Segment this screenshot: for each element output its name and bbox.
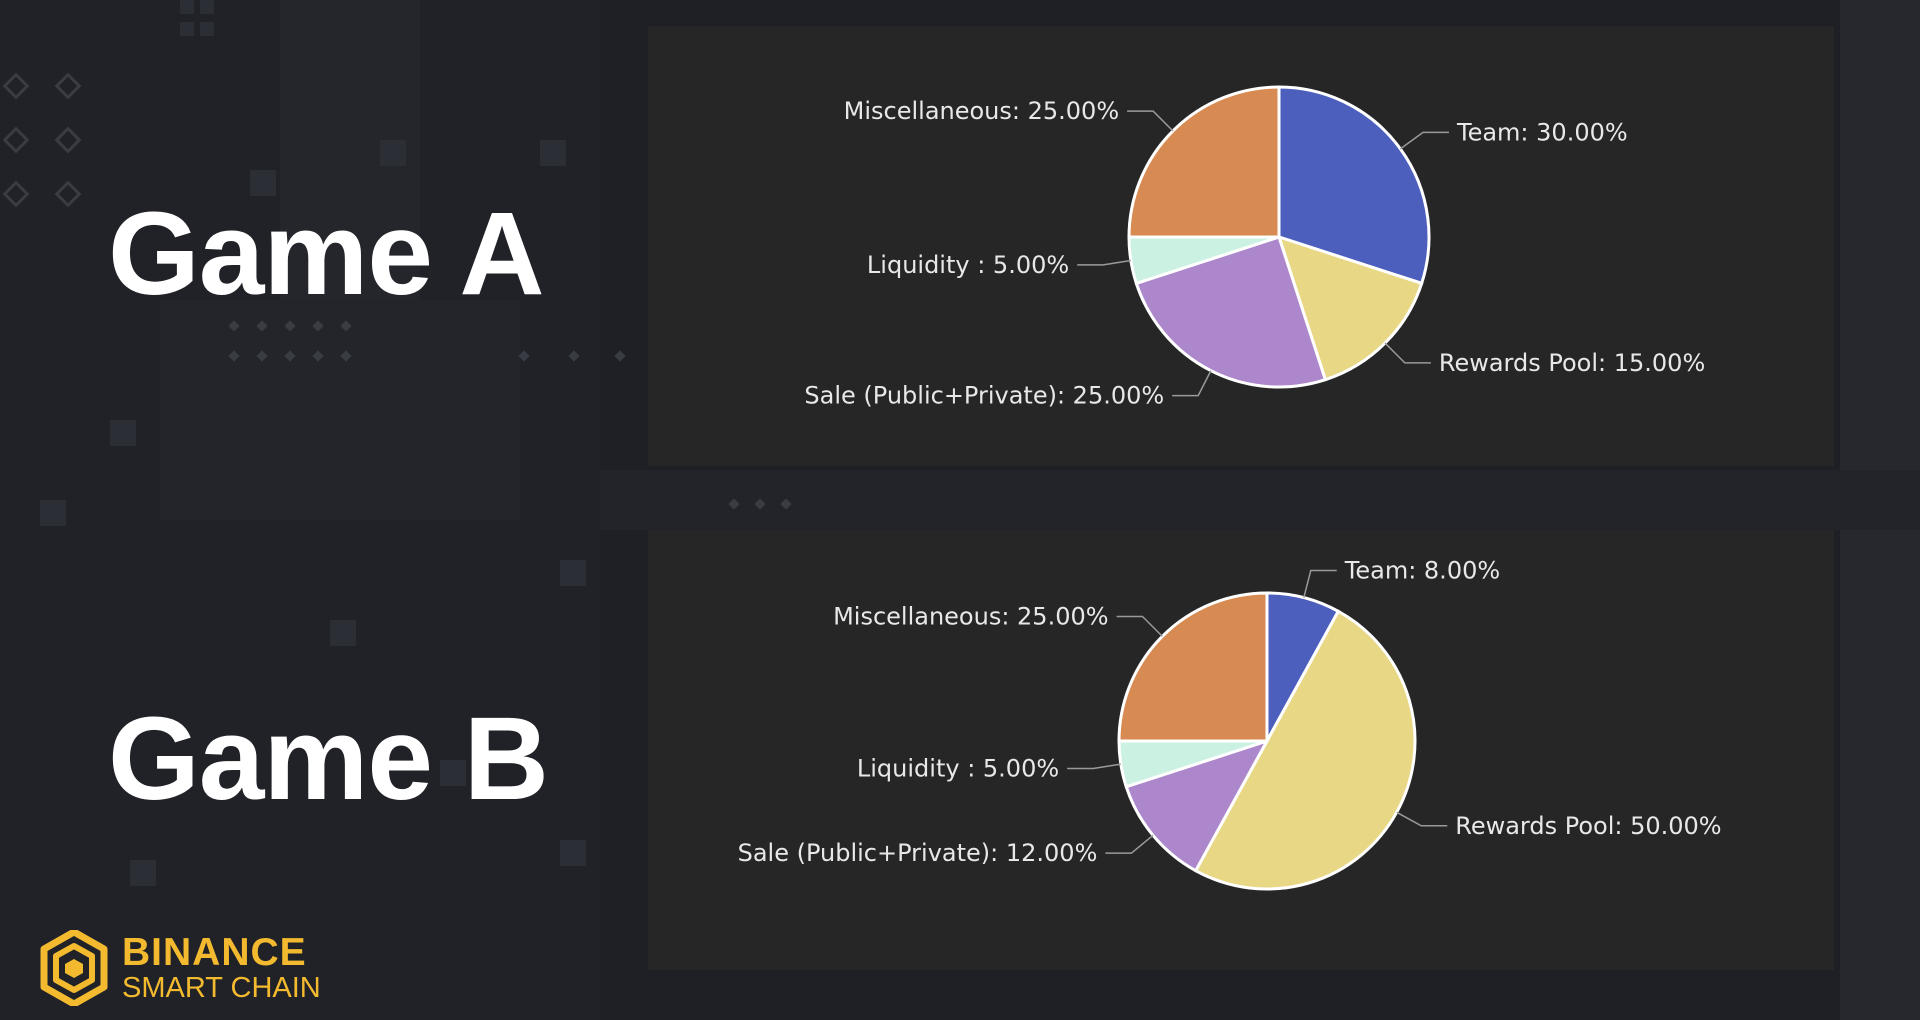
game-b-slice-sale-public-private-leader-line (1105, 834, 1154, 854)
game-b-slice-sale-public-private (1124, 738, 1271, 873)
game-a-slice-team-label: Team: 30.00% (1456, 118, 1628, 146)
game-a-pie-chart: Team: 30.00% Rewards Pool: 15.00% Sale (Pu… (804, 85, 1705, 410)
game-b-slice-miscellaneous-label: Miscellaneous: 25.00% (833, 603, 1108, 631)
game-b-slice-team-leader-line (1303, 569, 1337, 598)
game-a-title: Game A (108, 188, 545, 320)
game-a-slice-sale-public-private-leader-line (1172, 370, 1212, 397)
binance-logo-icon (40, 930, 108, 1006)
game-b-slice-liquidity-label: Liquidity : 5.00% (857, 755, 1059, 783)
game-a-slice-miscellaneous (1127, 85, 1281, 239)
game-b-chart-panel: Team: 8.00% Rewards Pool: 50.00% Sale (Pub… (648, 530, 1834, 970)
binance-smart-chain-logo: BINANCE SMART CHAIN (38, 930, 338, 1010)
game-a-chart-panel: Team: 30.00% Rewards Pool: 15.00% Sale (Pu… (648, 26, 1834, 466)
game-b-slice-miscellaneous (1117, 591, 1269, 743)
logo-text-smart-chain: SMART CHAIN (122, 972, 321, 1004)
game-a-slice-liquidity-label: Liquidity : 5.00% (867, 251, 1069, 279)
game-a-slice-sale-public-private-label: Sale (Public+Private): 25.00% (804, 382, 1164, 410)
game-a-slice-team (1277, 85, 1431, 286)
game-a-slice-miscellaneous-label: Miscellaneous: 25.00% (844, 97, 1119, 125)
game-b-slice-sale-public-private-label: Sale (Public+Private): 12.00% (738, 839, 1098, 867)
game-b-slice-team-label: Team: 8.00% (1344, 557, 1500, 585)
game-a-slice-rewards-pool-label: Rewards Pool: 15.00% (1439, 349, 1705, 377)
game-b-title: Game B (108, 693, 549, 825)
game-a-slice-sale-public-private (1134, 235, 1328, 389)
game-b-pie-chart: Team: 8.00% Rewards Pool: 50.00% Sale (Pub… (738, 557, 1722, 891)
logo-text-binance: BINANCE (122, 931, 307, 974)
game-b-slice-miscellaneous-leader-line (1116, 615, 1163, 637)
game-b-slice-rewards-pool-label: Rewards Pool: 50.00% (1455, 812, 1721, 840)
game-b-slice-liquidity-leader-line (1067, 763, 1121, 770)
game-a-slice-miscellaneous-leader-line (1127, 110, 1174, 132)
game-a-slice-liquidity-leader-line (1077, 259, 1131, 266)
game-b-slice-rewards-pool (1193, 609, 1417, 891)
game-a-slice-team-leader-line (1399, 131, 1450, 150)
game-b-slice-rewards-pool-leader-line (1396, 811, 1448, 827)
game-a-slice-rewards-pool-leader-line (1384, 342, 1431, 364)
